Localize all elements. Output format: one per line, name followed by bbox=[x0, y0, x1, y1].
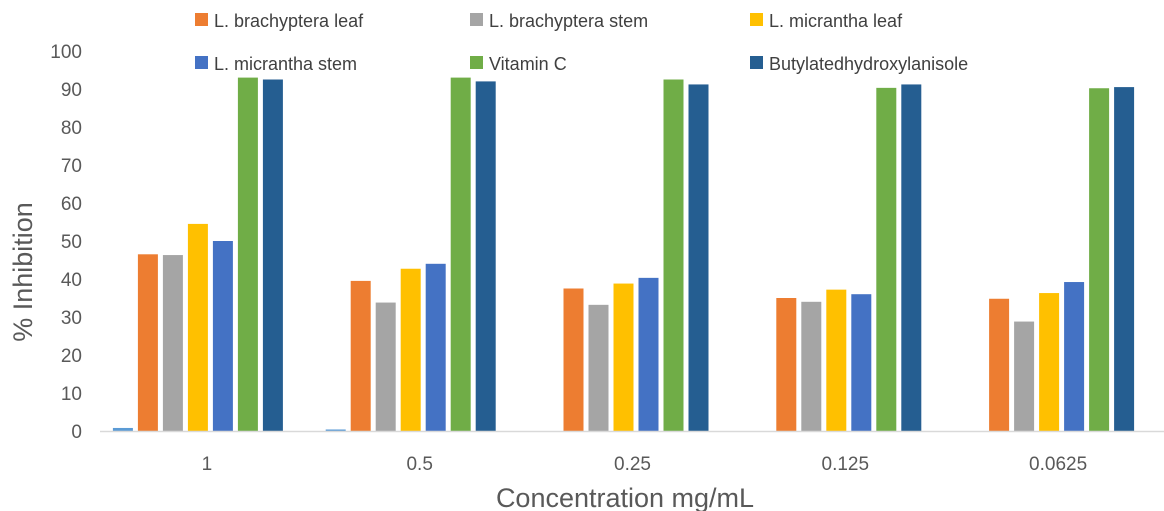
bar bbox=[638, 277, 659, 431]
bar bbox=[375, 302, 396, 431]
legend-swatch bbox=[470, 13, 483, 26]
bar bbox=[663, 79, 684, 431]
y-tick-label: 20 bbox=[61, 346, 82, 367]
bar bbox=[901, 84, 922, 431]
bar bbox=[400, 268, 421, 431]
legend-label: L. micrantha stem bbox=[214, 54, 357, 74]
bar bbox=[262, 79, 283, 431]
y-tick-label: 10 bbox=[61, 384, 82, 405]
y-tick-label: 40 bbox=[61, 270, 82, 291]
bar bbox=[1064, 282, 1085, 431]
bar bbox=[826, 289, 847, 431]
y-tick-label: 60 bbox=[61, 194, 82, 215]
bar bbox=[1114, 87, 1135, 431]
bars bbox=[112, 77, 1135, 432]
bar bbox=[688, 84, 709, 431]
bar bbox=[851, 294, 872, 431]
bar bbox=[450, 77, 471, 431]
legend-swatch bbox=[750, 13, 763, 26]
y-tick-label: 70 bbox=[61, 156, 82, 177]
legend-label: L. micrantha leaf bbox=[769, 11, 903, 31]
x-tick-label: 1 bbox=[202, 454, 213, 475]
y-tick-label: 0 bbox=[71, 422, 82, 443]
legend-swatch bbox=[470, 56, 483, 69]
x-tick-label: 0.125 bbox=[822, 454, 870, 475]
bar bbox=[237, 77, 258, 431]
bar bbox=[162, 255, 183, 431]
bar bbox=[475, 81, 496, 432]
bar bbox=[563, 288, 584, 431]
y-tick-label: 80 bbox=[61, 118, 82, 139]
legend-swatch bbox=[195, 13, 208, 26]
bar-extra bbox=[112, 427, 133, 431]
y-tick-label: 100 bbox=[50, 42, 82, 63]
x-axis-ticks: 1 0.5 0.25 0.125 0.0625 bbox=[202, 454, 1088, 475]
x-axis-title: Concentration mg/mL bbox=[496, 483, 754, 511]
y-tick-label: 30 bbox=[61, 308, 82, 329]
y-axis-ticks: 0 10 20 30 40 50 60 70 80 90 100 bbox=[50, 42, 82, 443]
y-axis-title: % Inhibition bbox=[8, 202, 38, 342]
legend-label: Vitamin C bbox=[489, 54, 567, 74]
bar bbox=[776, 298, 797, 431]
bar bbox=[876, 87, 897, 432]
x-tick-label: 0.0625 bbox=[1029, 454, 1087, 475]
bar bbox=[350, 280, 371, 431]
bar bbox=[588, 304, 609, 431]
legend-label: L. brachyptera leaf bbox=[214, 11, 364, 31]
legend: L. brachyptera leaf L. brachyptera stem L.… bbox=[195, 11, 968, 74]
y-tick-label: 50 bbox=[61, 232, 82, 253]
bar bbox=[801, 301, 822, 431]
bar-extra bbox=[325, 429, 346, 431]
legend-label: Butylatedhydroxylanisole bbox=[769, 54, 968, 74]
y-tick-label: 90 bbox=[61, 80, 82, 101]
x-tick-label: 0.5 bbox=[406, 454, 432, 475]
bar bbox=[989, 298, 1010, 431]
legend-swatch bbox=[750, 56, 763, 69]
x-tick-label: 0.25 bbox=[614, 454, 651, 475]
bar bbox=[613, 283, 634, 431]
bar bbox=[425, 263, 446, 431]
bar bbox=[187, 223, 208, 431]
bar bbox=[212, 241, 233, 431]
bar bbox=[1089, 88, 1110, 432]
bar bbox=[1014, 321, 1035, 431]
legend-swatch bbox=[195, 56, 208, 69]
legend-label: L. brachyptera stem bbox=[489, 11, 648, 31]
bar bbox=[137, 254, 158, 431]
bar bbox=[1039, 293, 1060, 431]
